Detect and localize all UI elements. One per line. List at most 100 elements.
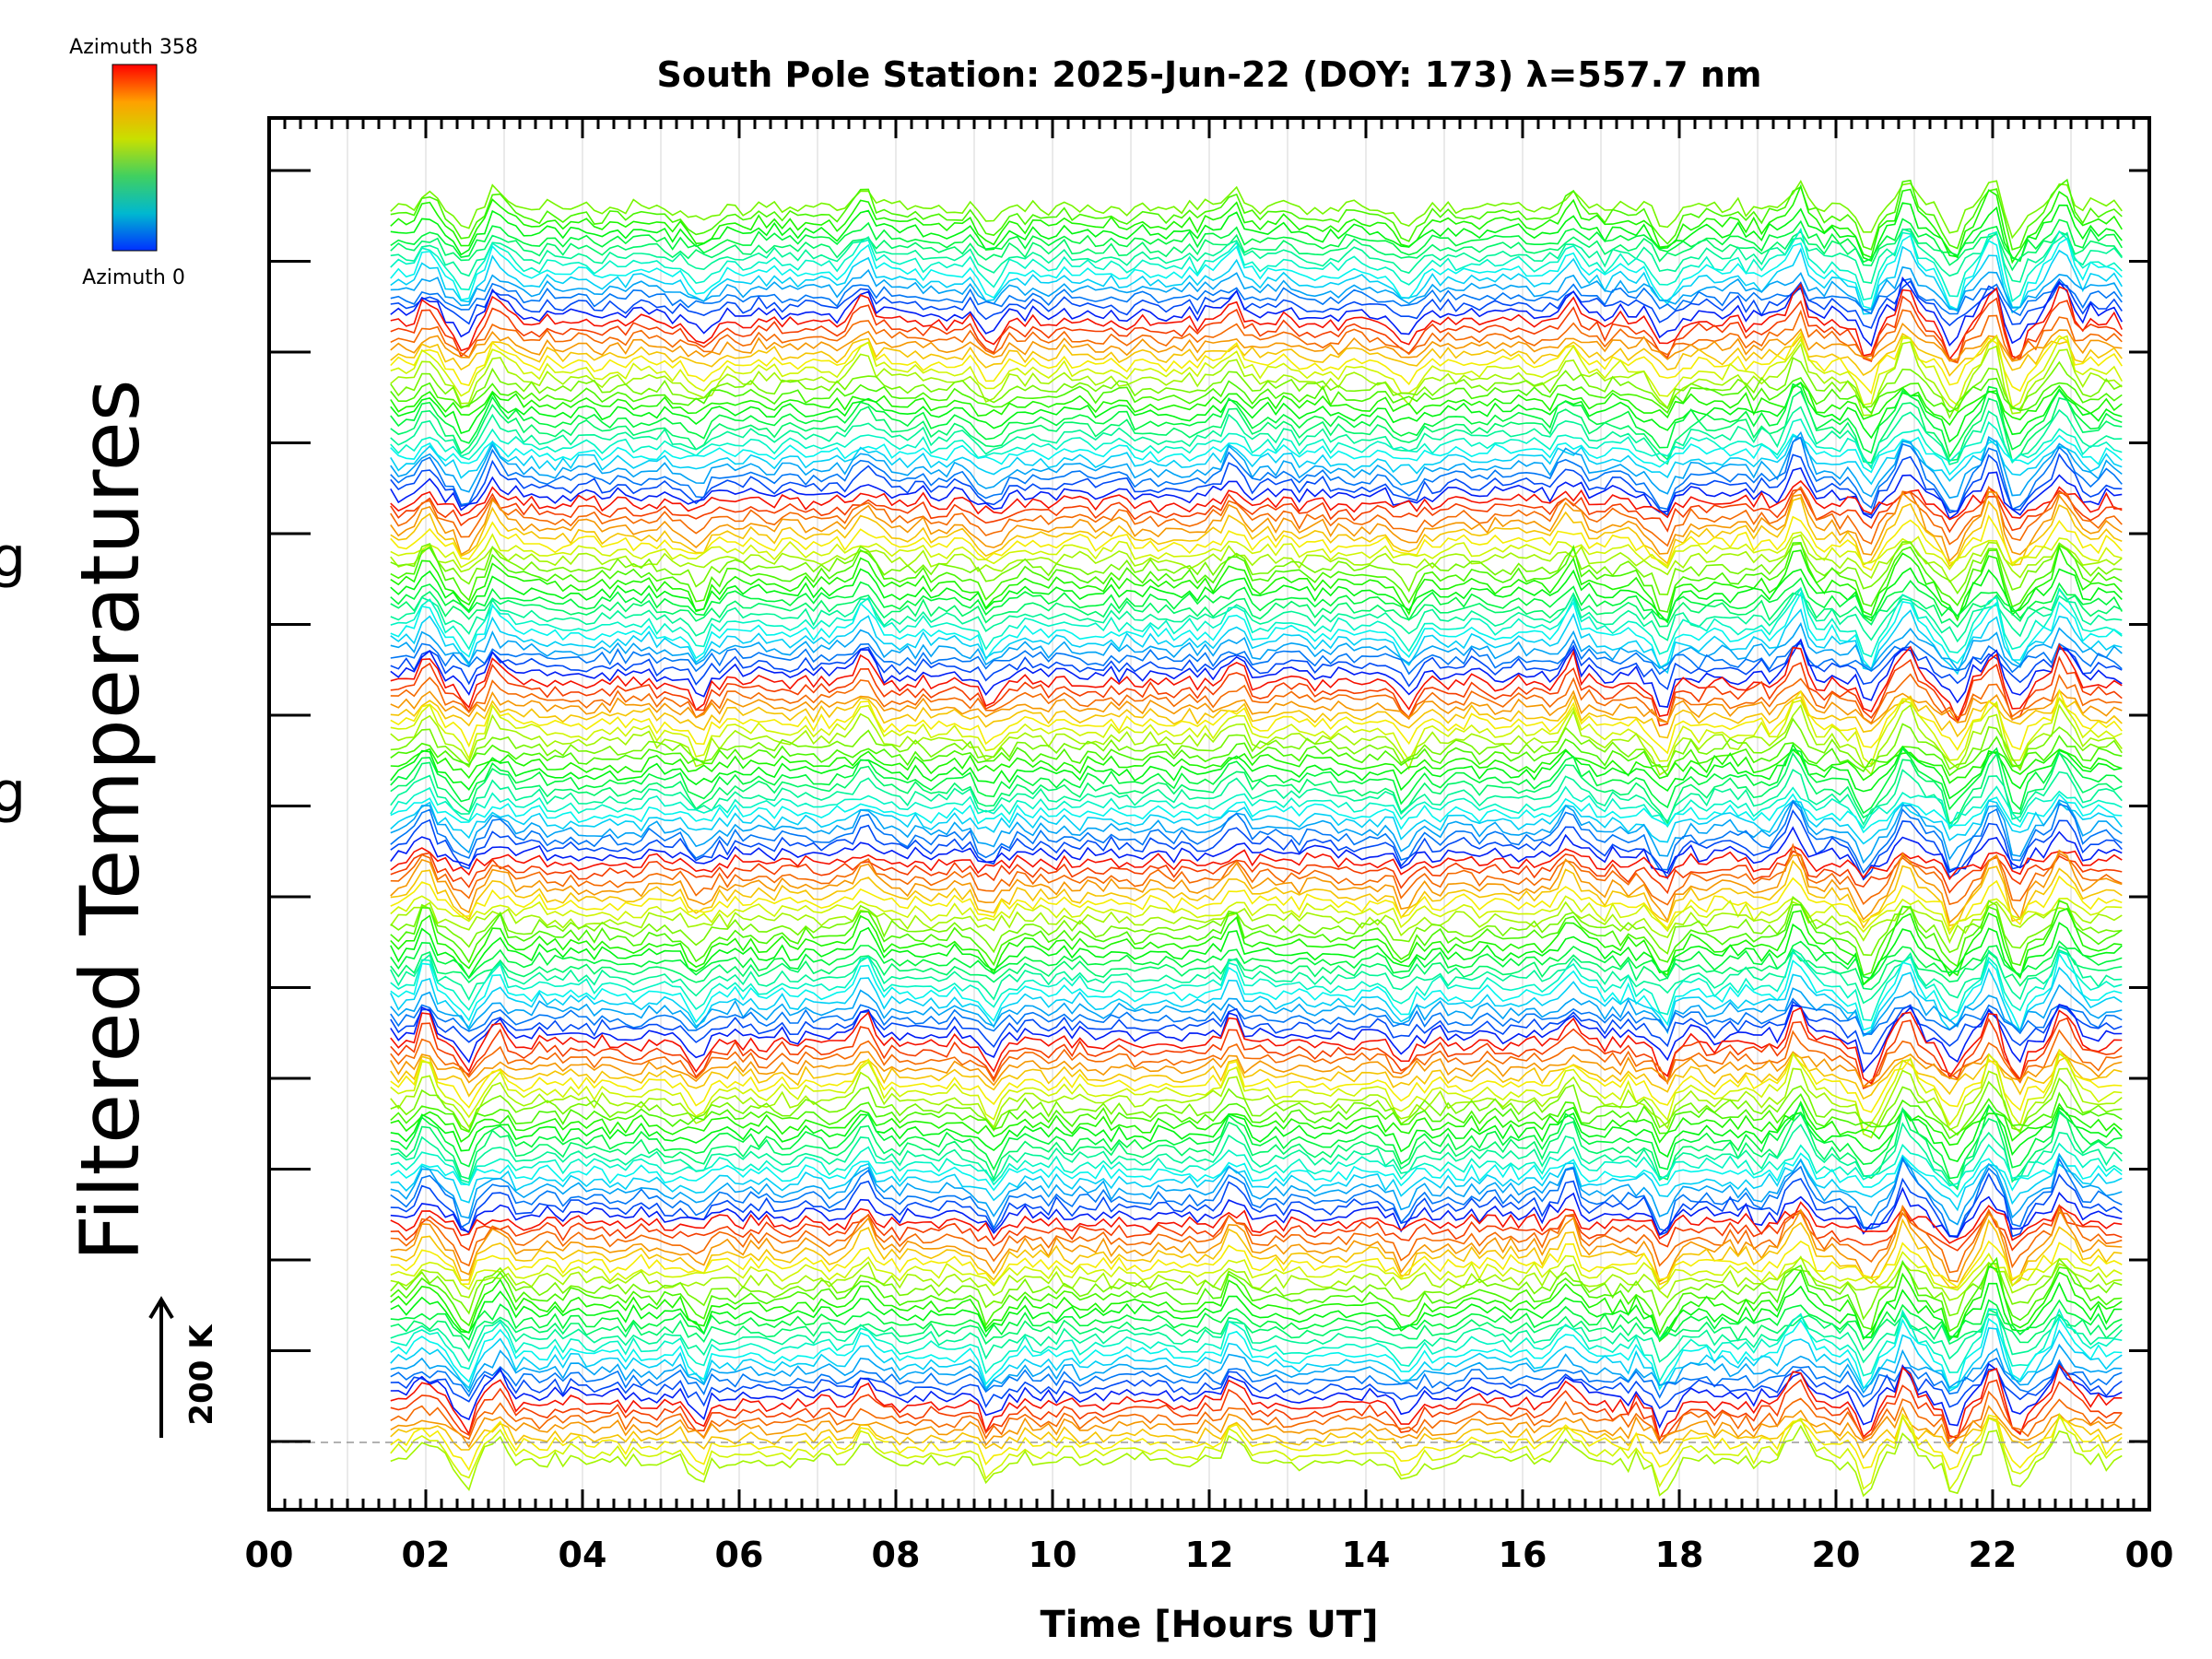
x-tick-label: 02 [402,1535,451,1575]
series-line [390,1172,2123,1238]
scale-bar-label: 200 K [183,1324,220,1426]
series-line [390,234,2123,311]
series-line [390,607,2123,676]
series-line [390,896,2123,957]
series-line [390,799,2123,845]
series-line [390,747,2123,784]
series-line [390,1413,2123,1472]
series-line [390,947,2123,1005]
colorbar-gradient [112,64,158,252]
series-line [390,1218,2123,1288]
series-line [390,1362,2123,1430]
colorbar-legend: Azimuth 358 Azimuth 0 [69,36,198,289]
series-line [390,743,2123,800]
series-line [390,842,2123,906]
series-line [390,1122,2123,1189]
series-line [390,747,2123,815]
series-line [390,587,2123,643]
x-tick-label: 18 [1655,1535,1704,1575]
x-tick-label: 12 [1185,1535,1234,1575]
series-line [390,717,2123,771]
series-line [390,335,2124,409]
series-line [390,785,2123,830]
series-line [390,277,2123,317]
series-line [390,800,2123,875]
series-line [390,218,2123,264]
series-line [390,436,2123,512]
series-line [390,1029,2123,1088]
x-tick-label: 16 [1499,1535,1547,1575]
series-line [390,1343,2123,1394]
x-tick-label: 06 [715,1535,764,1575]
chart-title: South Pole Station: 2025-Jun-22 (DOY: 17… [657,54,1762,95]
series-line [390,694,2123,739]
series-line [390,940,2123,980]
x-tick-label: 22 [1969,1535,2018,1575]
series-line [390,228,2123,284]
series-line [390,1412,2123,1491]
series-line [390,1208,2123,1274]
series-line [390,577,2123,622]
series-line [390,331,2123,395]
series-line [390,1312,2123,1364]
series-line [390,673,2123,724]
series-line [390,1067,2123,1139]
series-line [390,276,2124,347]
series-line [390,435,2123,486]
series-line [390,696,2123,766]
series-line [390,490,2123,563]
series-line [390,922,2123,986]
series-line [390,466,2123,520]
series-line [390,983,2123,1037]
series-line [390,183,2123,265]
series-line [390,945,2123,991]
series-line [390,485,2123,547]
series-line [390,1106,2123,1191]
series-line [390,1415,2123,1460]
series-line [390,341,2123,417]
series-line [390,1152,2123,1198]
x-tick-label: 14 [1342,1535,1391,1575]
x-tick-labels: 00 02 04 06 08 10 12 14 16 18 20 22 00 [245,1535,2174,1575]
series-line [390,531,2123,571]
series-line [390,514,2123,571]
clipped-glyph-left: g [0,525,26,590]
series-line [390,1100,2123,1147]
x-tick-label: 08 [872,1535,921,1575]
series-line [390,875,2123,932]
series-line [390,541,2123,613]
series-line [390,202,2123,263]
axis-ticks [267,118,2151,1510]
series-line [390,406,2123,470]
series-line [390,899,2123,977]
series-line [390,265,2123,311]
series-line [390,418,2123,468]
series-line [390,488,2123,534]
series-line [390,799,2123,865]
series-line [390,734,2123,777]
series-line [390,907,2123,986]
series-line [390,322,2123,362]
series-line [390,433,2123,477]
series-line [390,1048,2123,1113]
series-line [390,895,2123,935]
series-line [390,655,2123,727]
series-line [390,1363,2123,1441]
series-line [390,591,2123,671]
series-line [390,1327,2123,1393]
series-line [390,228,2123,272]
series-line [390,295,2123,363]
series-line [390,430,2123,500]
series-line [390,1155,2123,1212]
series-line [390,850,2123,895]
series-line [390,845,2123,881]
series-line [390,1424,2123,1498]
series-line [390,639,2123,676]
series-line [390,1142,2123,1187]
series-line [390,1257,2123,1321]
series-line [390,1077,2123,1136]
y-axis-label: Filtered Temperatures [63,379,158,1261]
series-line [390,382,2123,427]
scale-bar-arrow-head [148,1296,174,1320]
series-line [390,1091,2123,1140]
